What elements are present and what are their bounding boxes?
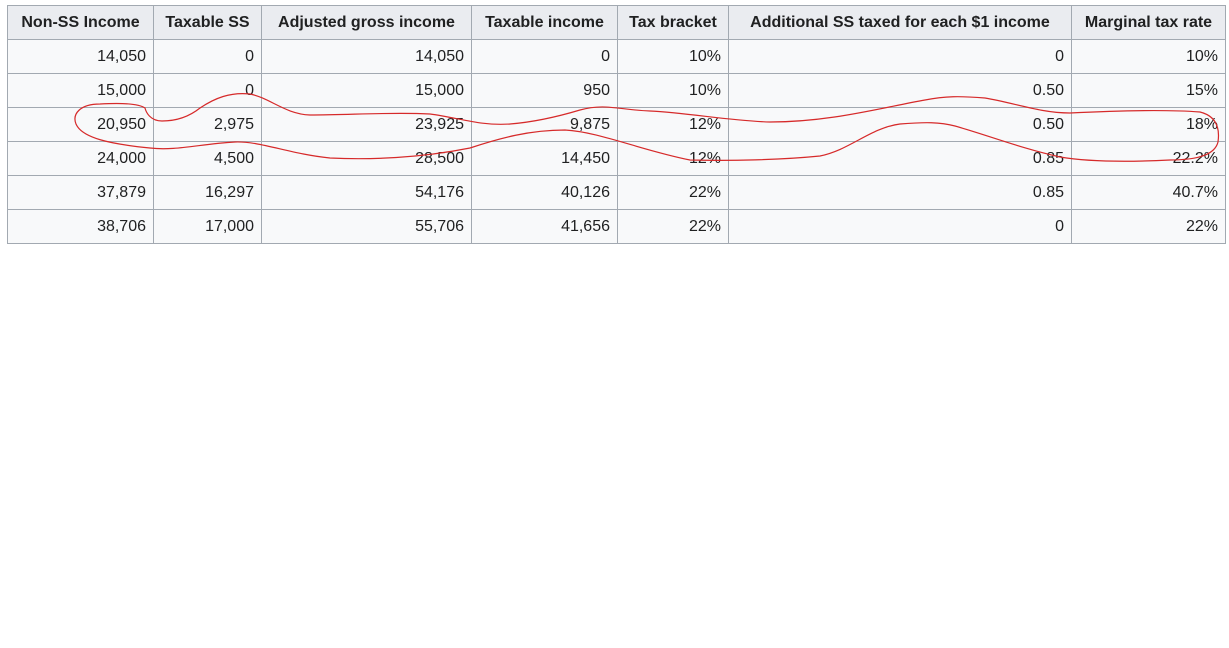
col-header-tax-bracket: Tax bracket <box>617 5 729 40</box>
cell-non-ss-income: 14,050 <box>7 39 154 74</box>
cell-agi: 15,000 <box>261 73 472 108</box>
table-row: 15,000 0 15,000 950 10% 0.50 15% <box>7 73 1226 108</box>
table-row: 14,050 0 14,050 0 10% 0 10% <box>7 39 1226 74</box>
cell-non-ss-income: 24,000 <box>7 141 154 176</box>
cell-taxable-ss: 0 <box>153 73 262 108</box>
cell-tax-bracket: 22% <box>617 209 729 244</box>
cell-taxable-income: 41,656 <box>471 209 618 244</box>
cell-additional-ss: 0.50 <box>728 107 1072 142</box>
cell-marginal-rate: 10% <box>1071 39 1226 74</box>
cell-taxable-income: 14,450 <box>471 141 618 176</box>
col-header-agi: Adjusted gross income <box>261 5 472 40</box>
header-row: Non-SS Income Taxable SS Adjusted gross … <box>7 5 1226 40</box>
cell-taxable-income: 40,126 <box>471 175 618 210</box>
cell-non-ss-income: 15,000 <box>7 73 154 108</box>
cell-taxable-ss: 2,975 <box>153 107 262 142</box>
cell-taxable-ss: 0 <box>153 39 262 74</box>
cell-taxable-ss: 17,000 <box>153 209 262 244</box>
cell-tax-bracket: 10% <box>617 39 729 74</box>
table-row: 24,000 4,500 28,500 14,450 12% 0.85 22.2… <box>7 141 1226 176</box>
table-row: 38,706 17,000 55,706 41,656 22% 0 22% <box>7 209 1226 244</box>
cell-additional-ss: 0.85 <box>728 175 1072 210</box>
cell-marginal-rate: 18% <box>1071 107 1226 142</box>
cell-tax-bracket: 22% <box>617 175 729 210</box>
cell-non-ss-income: 38,706 <box>7 209 154 244</box>
cell-taxable-income: 9,875 <box>471 107 618 142</box>
cell-additional-ss: 0 <box>728 209 1072 244</box>
cell-additional-ss: 0.50 <box>728 73 1072 108</box>
cell-agi: 54,176 <box>261 175 472 210</box>
col-header-taxable-ss: Taxable SS <box>153 5 262 40</box>
cell-taxable-ss: 4,500 <box>153 141 262 176</box>
cell-non-ss-income: 20,950 <box>7 107 154 142</box>
col-header-non-ss-income: Non-SS Income <box>7 5 154 40</box>
col-header-marginal-rate: Marginal tax rate <box>1071 5 1226 40</box>
table-row: 37,879 16,297 54,176 40,126 22% 0.85 40.… <box>7 175 1226 210</box>
cell-additional-ss: 0.85 <box>728 141 1072 176</box>
cell-agi: 55,706 <box>261 209 472 244</box>
cell-taxable-income: 950 <box>471 73 618 108</box>
cell-marginal-rate: 15% <box>1071 73 1226 108</box>
col-header-additional-ss: Additional SS taxed for each $1 income <box>728 5 1072 40</box>
cell-taxable-ss: 16,297 <box>153 175 262 210</box>
table-row-highlighted: 20,950 2,975 23,925 9,875 12% 0.50 18% <box>7 107 1226 142</box>
tax-table: Non-SS Income Taxable SS Adjusted gross … <box>7 5 1226 244</box>
cell-marginal-rate: 22% <box>1071 209 1226 244</box>
cell-agi: 28,500 <box>261 141 472 176</box>
cell-non-ss-income: 37,879 <box>7 175 154 210</box>
cell-agi: 14,050 <box>261 39 472 74</box>
cell-marginal-rate: 40.7% <box>1071 175 1226 210</box>
cell-marginal-rate: 22.2% <box>1071 141 1226 176</box>
cell-taxable-income: 0 <box>471 39 618 74</box>
cell-tax-bracket: 10% <box>617 73 729 108</box>
cell-tax-bracket: 12% <box>617 141 729 176</box>
cell-tax-bracket: 12% <box>617 107 729 142</box>
cell-agi: 23,925 <box>261 107 472 142</box>
cell-additional-ss: 0 <box>728 39 1072 74</box>
col-header-taxable-income: Taxable income <box>471 5 618 40</box>
